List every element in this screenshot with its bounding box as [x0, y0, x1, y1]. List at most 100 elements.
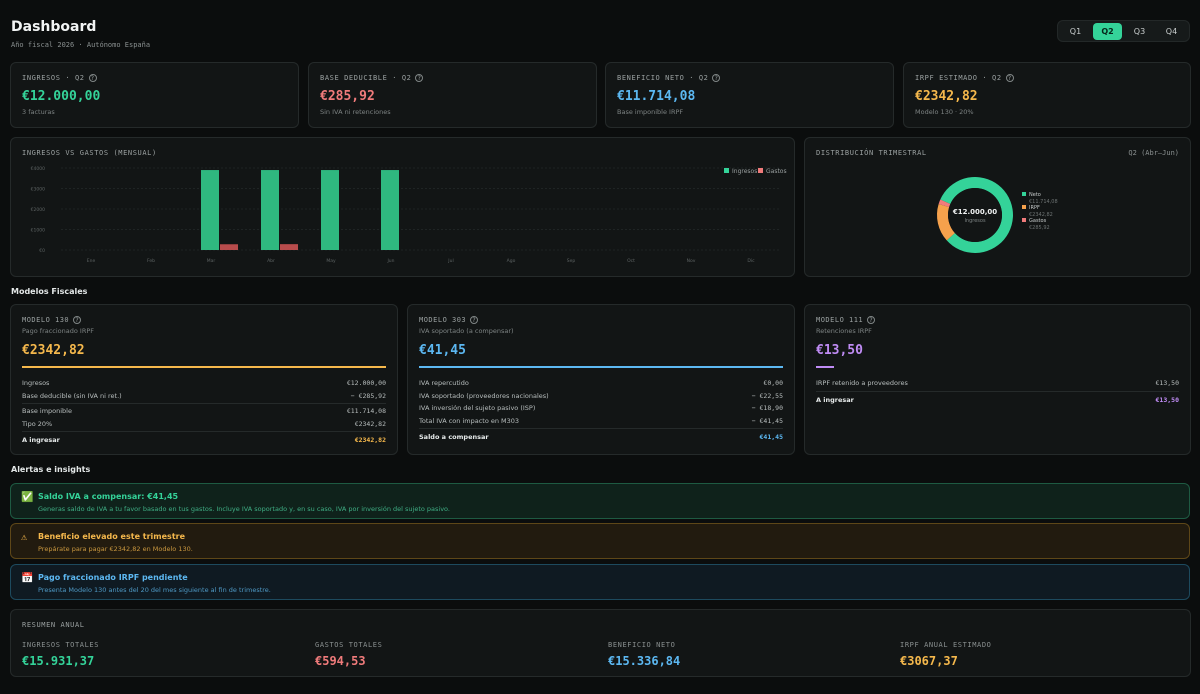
row-value: − €22,55: [751, 391, 783, 400]
row-value: − €41,45: [751, 416, 783, 425]
legend-neto-value: €11.714,08: [1029, 199, 1058, 205]
row-label: IVA repercutido: [419, 379, 469, 387]
donut-hole: [948, 188, 1002, 242]
model-row: Base imponible €11.714,08: [22, 405, 386, 418]
alert-title: Saldo IVA a compensar: €41,45: [38, 492, 179, 501]
bar-chart-card: INGRESOS VS GASTOS (MENSUAL) Ene Feb Mar Ab…: [10, 137, 795, 277]
info-icon[interactable]: ?: [415, 74, 424, 82]
bar-ingresos-may[interactable]: [321, 170, 339, 250]
donut-slice-gastos[interactable]: [938, 199, 951, 208]
row-value: €2342,82: [354, 419, 386, 428]
chart-title: INGRESOS VS GASTOS (MENSUAL): [22, 149, 157, 157]
y-tick-label: €1000: [31, 228, 45, 234]
warning-icon: ⚠: [21, 532, 28, 543]
model-value: €13,50: [816, 343, 863, 358]
donut-card: DISTRIBUCIÓN TRIMESTRAL Q2 (Abr–Jun) €12…: [804, 137, 1191, 277]
row-value: €41,45: [759, 433, 783, 441]
kpi-card-base-deducible: BASE DEDUCIBLE · Q2? €285,92 Sin IVA ni …: [308, 62, 597, 128]
legend-swatch-irpf: [1022, 205, 1026, 209]
page-subtitle: Año fiscal 2026 · Autónomo España: [11, 41, 151, 49]
chart-legend: Ingresos Gastos: [724, 168, 787, 175]
model-title: MODELO 111: [816, 316, 864, 324]
x-tick-label: Ene: [87, 258, 96, 264]
bar-gastos-mar[interactable]: [220, 244, 238, 250]
models-section-title: Modelos Fiscales: [11, 287, 88, 296]
info-icon[interactable]: ?: [1005, 74, 1014, 82]
model-card-303: MODELO 303? IVA soportado (a compensar) …: [407, 304, 795, 455]
tab-q4[interactable]: Q4: [1165, 26, 1178, 36]
row-value: − €18,90: [751, 404, 783, 412]
model-progress-fill: [816, 366, 835, 368]
alert-text: Prepárate para pagar €2342,82 en Modelo …: [38, 545, 193, 553]
kpi-label: BENEFICIO NETO · Q2: [617, 74, 709, 82]
row-label: Saldo a compensar: [419, 433, 489, 441]
donut-slice-neto[interactable]: [940, 177, 1013, 253]
bar-ingresos-abr[interactable]: [261, 170, 279, 250]
model-subtitle: Pago fraccionado IRPF: [22, 327, 95, 335]
legend-swatch-ingresos: [724, 168, 729, 173]
model-card-111: MODELO 111? Retenciones IRPF €13,50 IRPF…: [804, 304, 1191, 455]
bar-chart: Ene Feb Mar Abr May Jun Jul Ago Sep Oct Nov Dic €0 €…: [31, 166, 787, 264]
legend-gastos[interactable]: Gastos: [766, 168, 787, 175]
row-value: − €285,92: [350, 391, 386, 400]
kpi-sub: 3 facturas: [22, 108, 55, 116]
model-row: Base deducible (sin IVA ni ret.) − €285,9…: [22, 390, 386, 403]
row-label: Total IVA con impacto en M303: [419, 416, 520, 425]
alert-beneficio: ⚠ Beneficio elevado este trimestre Prepá…: [10, 523, 1190, 559]
kpi-value: €2342,82: [915, 89, 978, 104]
kpi-card-ingresos: INGRESOS · Q2? €12.000,00 3 facturas: [10, 62, 299, 128]
model-row: IVA soportado (proveedores nacionales) − …: [419, 390, 783, 403]
kpi-card-beneficio-neto: BENEFICIO NETO · Q2? €11.714,08 Base imp…: [605, 62, 894, 128]
model-card-130: MODELO 130? Pago fraccionado IRPF €2342,…: [10, 304, 398, 455]
model-row: A ingresar €2342,82: [22, 434, 386, 447]
alert-text: Generas saldo de IVA a tu favor basado e…: [38, 505, 450, 513]
kpi-sub: Modelo 130 · 20%: [915, 108, 974, 116]
x-tick-label: Jul: [447, 258, 453, 264]
y-tick-label: €2000: [31, 207, 45, 213]
x-tick-label: Oct: [627, 258, 635, 264]
alert-iva: ✅ Saldo IVA a compensar: €41,45 Generas …: [10, 483, 1190, 519]
x-tick-label: Nov: [687, 258, 696, 264]
model-value: €41,45: [419, 343, 466, 358]
bar-ingresos-mar[interactable]: [201, 170, 219, 250]
row-label: IVA inversión del sujeto pasivo (ISP): [419, 404, 536, 412]
bar-ingresos-jun[interactable]: [381, 170, 399, 250]
y-tick-label: €3000: [31, 187, 45, 193]
check-icon: ✅: [21, 492, 34, 503]
model-rows: IVA repercutido €0,00 IVA soportado (prove…: [419, 377, 783, 444]
donut-title: DISTRIBUCIÓN TRIMESTRAL: [816, 149, 927, 157]
row-label: A ingresar: [816, 395, 854, 404]
tab-q2[interactable]: Q2: [1093, 22, 1122, 40]
info-icon[interactable]: ?: [88, 74, 97, 82]
legend-gastos-value: €285,92: [1029, 225, 1050, 231]
kpi-label: IRPF ESTIMADO · Q2: [915, 74, 1002, 82]
info-icon[interactable]: ?: [470, 316, 479, 324]
model-value: €2342,82: [22, 343, 85, 358]
kpi-sub: Base imponible IRPF: [617, 108, 684, 116]
x-tick-label: Mar: [207, 258, 216, 264]
kpi-value: €285,92: [320, 89, 375, 104]
annual-summary-card: RESUMEN ANUAL INGRESOS TOTALES €15.931,3…: [10, 609, 1191, 677]
donut-slice-irpf[interactable]: [937, 203, 955, 241]
model-title: MODELO 130: [22, 316, 70, 324]
tab-q1[interactable]: Q1: [1069, 26, 1082, 36]
donut-center-value: €12.000,00: [952, 208, 997, 216]
row-label: A ingresar: [22, 436, 60, 444]
info-icon[interactable]: ?: [712, 74, 721, 82]
legend-ingresos[interactable]: Ingresos: [732, 168, 757, 175]
legend-swatch-neto: [1022, 192, 1026, 196]
donut-period: Q2 (Abr–Jun): [1128, 149, 1179, 157]
tab-q3[interactable]: Q3: [1133, 26, 1146, 36]
page-header: Dashboard Año fiscal 2026 · Autónomo Esp…: [11, 19, 150, 49]
x-tick-label: May: [326, 258, 336, 264]
model-rows: Ingresos €12.000,00 Base deducible (sin IV…: [22, 377, 386, 447]
model-progress-fill: [22, 366, 386, 368]
model-progress-bar: [419, 366, 783, 368]
bar-gastos-abr[interactable]: [280, 244, 298, 250]
y-tick-label: €4000: [31, 166, 45, 172]
model-row: IVA repercutido €0,00: [419, 377, 783, 390]
calendar-icon: 📅: [21, 573, 34, 584]
info-icon[interactable]: ?: [73, 316, 82, 324]
model-row: IRPF retenido a proveedores €13,50: [816, 377, 1179, 390]
info-icon[interactable]: ?: [867, 316, 876, 324]
